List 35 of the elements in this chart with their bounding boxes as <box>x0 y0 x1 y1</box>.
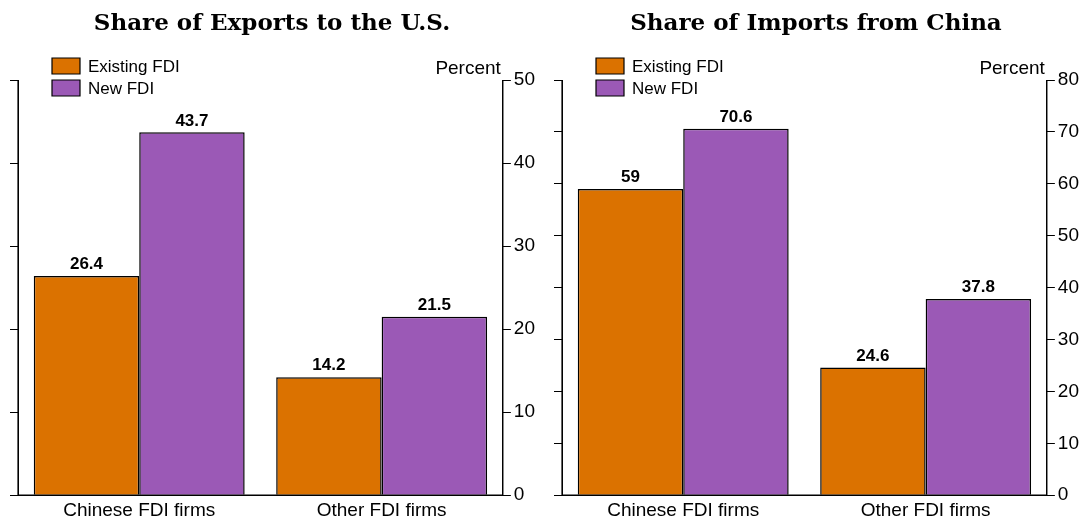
y-tick-label: 10 <box>1057 431 1080 453</box>
chart-title: Share of Imports from China <box>629 7 1003 37</box>
y-tick-label: 50 <box>513 68 536 90</box>
y-tick-label: 30 <box>1057 327 1080 349</box>
y-tick-label: 50 <box>1057 223 1080 245</box>
legend-label: New FDI <box>632 78 699 98</box>
data-label: 24.6 <box>856 345 890 365</box>
y-tick-label: 40 <box>513 151 536 173</box>
legend-label: Existing FDI <box>632 56 724 76</box>
x-tick-label: Chinese FDI firms <box>63 498 216 520</box>
legend-label: Existing FDI <box>88 56 180 76</box>
y-tick-label: 30 <box>513 234 536 256</box>
legend-label: New FDI <box>88 78 155 98</box>
x-tick-label: Other FDI firms <box>316 498 447 520</box>
x-tick-label: Other FDI firms <box>860 498 991 520</box>
y-tick-label: 20 <box>513 317 536 339</box>
chart-title: Share of Exports to the U.S. <box>92 7 452 37</box>
data-label: 37.8 <box>961 277 995 297</box>
data-label: 26.4 <box>69 254 104 274</box>
data-label: 21.5 <box>417 294 451 314</box>
y-tick-label: 0 <box>1057 483 1069 505</box>
data-label: 43.7 <box>175 110 209 130</box>
data-label: 70.6 <box>719 106 753 126</box>
y-tick-label: 60 <box>1057 172 1080 194</box>
y-tick-label: 0 <box>513 483 525 505</box>
y-tick-label: 80 <box>1057 68 1080 90</box>
y-tick-label: 10 <box>513 400 536 422</box>
y-tick-label: 70 <box>1057 120 1080 142</box>
y-axis-title: Percent <box>979 56 1046 78</box>
y-tick-label: 20 <box>1057 379 1080 401</box>
data-label: 59 <box>621 167 640 187</box>
y-tick-label: 40 <box>1057 275 1080 297</box>
data-label: 14.2 <box>312 355 346 375</box>
y-axis-title: Percent <box>435 56 502 78</box>
x-tick-label: Chinese FDI firms <box>607 498 760 520</box>
